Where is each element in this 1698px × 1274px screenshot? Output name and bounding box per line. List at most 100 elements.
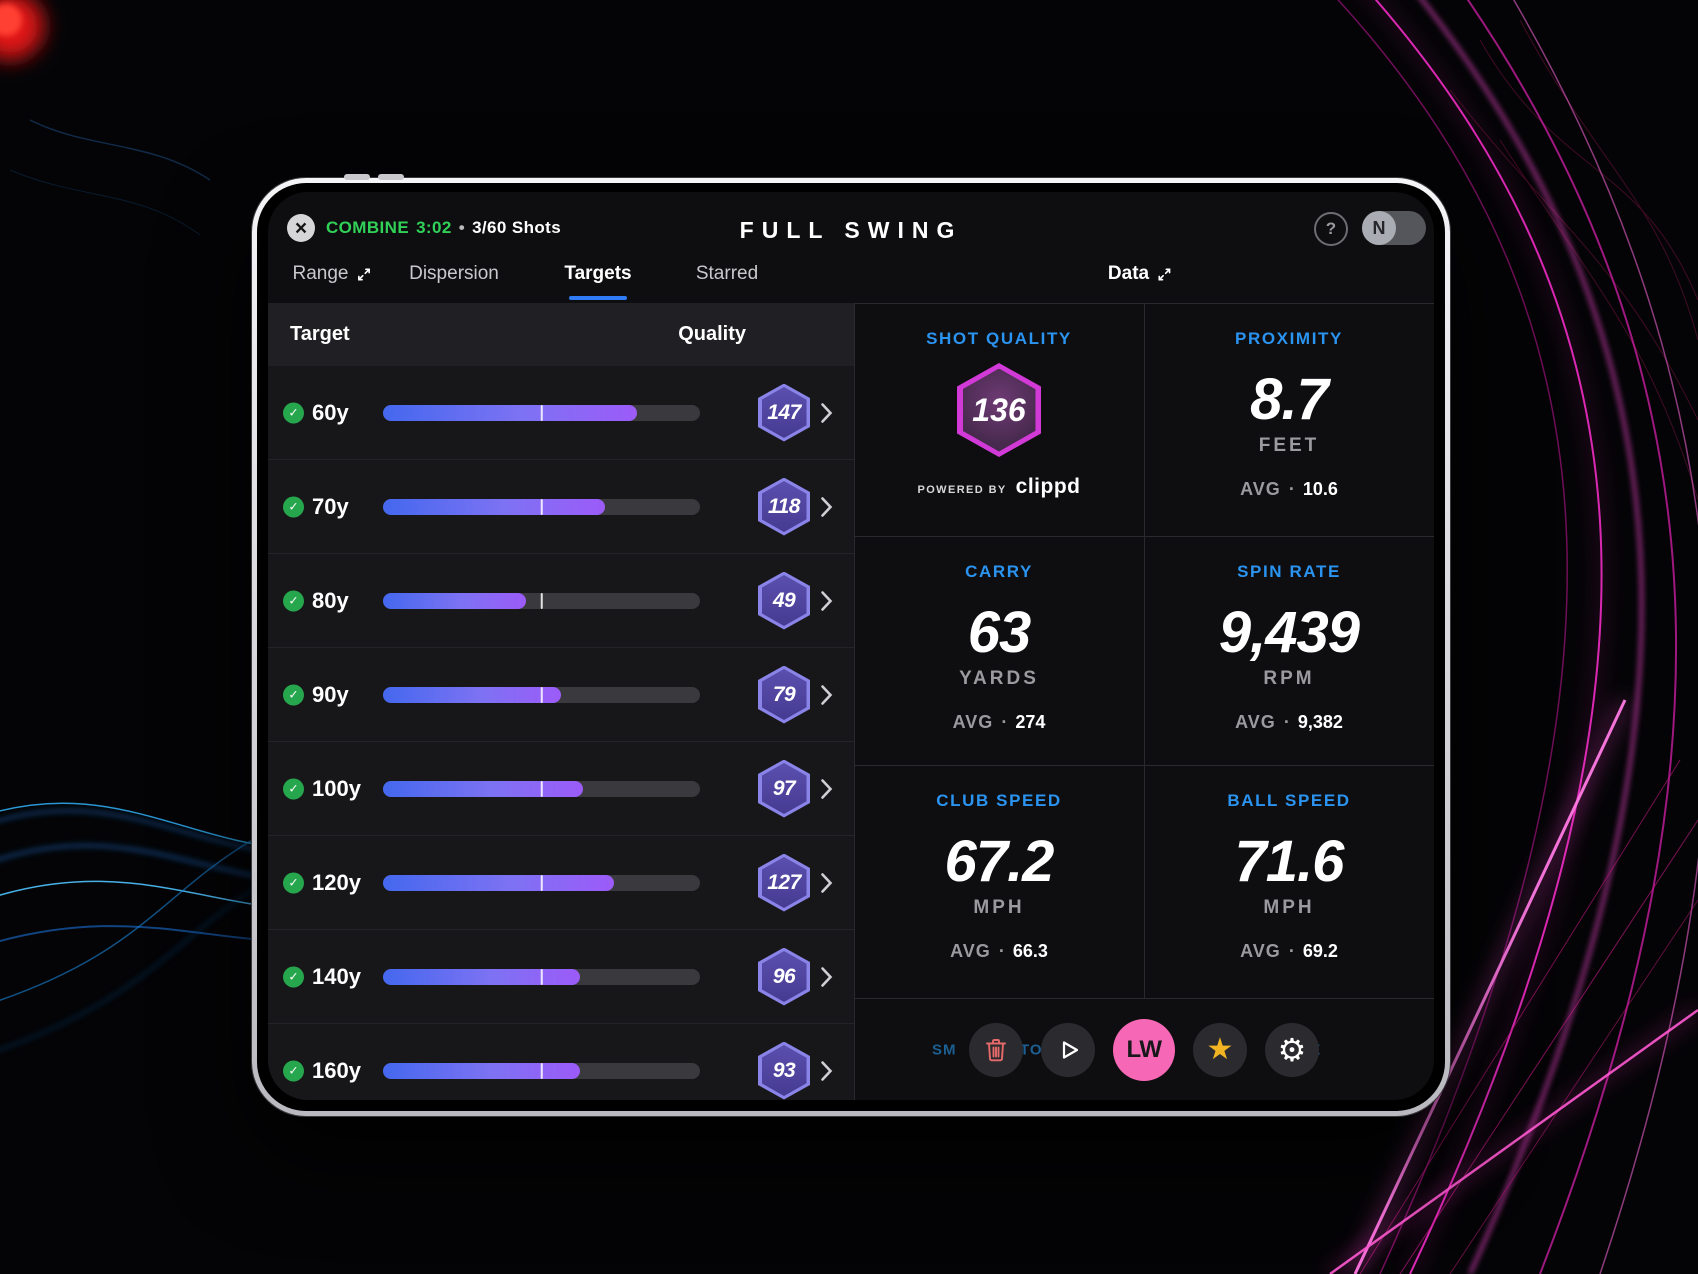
tile-value: 67.2: [944, 829, 1055, 894]
session-timer: 3:02: [416, 218, 452, 237]
gear-icon: ⚙: [1277, 1031, 1307, 1068]
quality-badge: 97: [758, 759, 810, 818]
tile-label: SPIN RATE: [1237, 562, 1341, 581]
expand-icon: [358, 268, 370, 280]
action-bar: SM TO U LE LW: [854, 998, 1434, 1100]
stat-tile-carry: CARRY 63 YARDS AVG · 274: [854, 536, 1144, 765]
quality-badge: 118: [758, 477, 810, 536]
check-icon: ✓: [283, 684, 304, 705]
check-icon: ✓: [283, 966, 304, 987]
top-bar: × COMBINE 3:02 • 3/60 Shots FULL SWING ?…: [268, 192, 1434, 250]
replay-button[interactable]: [1041, 1022, 1095, 1077]
quality-progress-bar: [383, 780, 700, 797]
quality-badge: 147: [758, 383, 810, 442]
tile-value: 8.7: [1250, 367, 1329, 432]
stat-tile-shot-quality: SHOT QUALITY 136 POWERED BY clippd: [854, 303, 1144, 536]
settings-button[interactable]: ⚙: [1265, 1022, 1319, 1077]
tile-average: AVG · 9,382: [1235, 712, 1343, 732]
table-row[interactable]: ✓ 120y 127: [268, 836, 854, 930]
chevron-right-icon[interactable]: [820, 778, 833, 800]
bar-midpoint-tick: [540, 686, 543, 703]
quality-badge: 93: [758, 1041, 810, 1100]
quality-progress-bar: [383, 1062, 700, 1079]
check-icon: ✓: [283, 1060, 304, 1081]
grid-divider-vertical: [1144, 303, 1145, 998]
table-header: Target Quality: [268, 303, 854, 366]
table-row[interactable]: ✓ 70y 118: [268, 460, 854, 554]
target-distance-label: 90y: [312, 681, 349, 707]
bar-midpoint-tick: [540, 404, 543, 421]
bar-midpoint-tick: [540, 968, 543, 985]
table-row[interactable]: ✓ 90y 79: [268, 648, 854, 742]
quality-badge: 49: [758, 571, 810, 630]
club-selector-button[interactable]: LW: [1113, 1018, 1175, 1081]
target-distance-label: 100y: [312, 775, 361, 801]
bar-midpoint-tick: [540, 498, 543, 515]
tile-unit: YARDS: [959, 668, 1039, 689]
bar-midpoint-tick: [540, 592, 543, 609]
quality-badge: 96: [758, 947, 810, 1006]
targets-panel: Target Quality ✓ 60y 147 ✓ 70y: [268, 303, 854, 1100]
avatar-initial: N: [1362, 211, 1396, 245]
chevron-right-icon[interactable]: [820, 402, 833, 424]
avatar[interactable]: N: [1362, 211, 1426, 245]
chevron-right-icon[interactable]: [820, 684, 833, 706]
trash-icon: [986, 1038, 1006, 1061]
tablet-screen: × COMBINE 3:02 • 3/60 Shots FULL SWING ?…: [257, 183, 1445, 1111]
target-distance-label: 160y: [312, 1057, 361, 1083]
check-icon: ✓: [283, 402, 304, 423]
chevron-right-icon[interactable]: [820, 496, 833, 518]
tile-label: CLUB SPEED: [936, 791, 1062, 810]
full-swing-logo: FULL SWING: [739, 217, 963, 243]
stat-tile-spin-rate: SPIN RATE 9,439 RPM AVG · 9,382: [1144, 536, 1434, 765]
quality-badge: 127: [758, 853, 810, 912]
table-row[interactable]: ✓ 80y 49: [268, 554, 854, 648]
data-panel-toggle[interactable]: Data: [1108, 263, 1172, 285]
table-row[interactable]: ✓ 100y 97: [268, 742, 854, 836]
target-distance-label: 60y: [312, 399, 349, 425]
combine-label: COMBINE: [326, 218, 410, 237]
bar-midpoint-tick: [540, 1062, 543, 1079]
tile-label: BALL SPEED: [1227, 791, 1351, 810]
grid-divider-horizontal: [854, 536, 1434, 537]
quality-progress-bar: [383, 874, 700, 891]
shot-quality-badge: 136: [957, 363, 1041, 457]
close-icon[interactable]: ×: [287, 214, 315, 242]
shot-counter: 3/60 Shots: [472, 218, 562, 237]
club-label: LW: [1126, 1035, 1163, 1063]
stat-tile-proximity: PROXIMITY 8.7 FEET AVG · 10.6: [1144, 303, 1434, 536]
target-distance-label: 140y: [312, 963, 361, 989]
quality-progress-bar: [383, 686, 700, 703]
tile-average: AVG · 66.3: [950, 941, 1048, 961]
target-distance-label: 80y: [312, 587, 349, 613]
expand-icon: [1158, 268, 1171, 280]
tile-value: 63: [967, 600, 1032, 665]
tile-unit: MPH: [1263, 897, 1315, 918]
frame-button-right: [378, 174, 404, 180]
check-icon: ✓: [283, 590, 304, 611]
chevron-right-icon[interactable]: [820, 1060, 833, 1082]
powered-by: POWERED BY clippd: [917, 475, 1081, 498]
grid-divider-horizontal: [854, 765, 1434, 766]
tab-targets[interactable]: Targets: [564, 263, 632, 284]
help-icon[interactable]: ?: [1314, 212, 1348, 246]
tab-range[interactable]: Range: [293, 263, 372, 285]
col-target: Target: [290, 323, 350, 345]
separator-dot: •: [458, 218, 466, 237]
tile-label: PROXIMITY: [1235, 329, 1343, 348]
quality-progress-bar: [383, 498, 700, 515]
chevron-right-icon[interactable]: [820, 590, 833, 612]
col-quality: Quality: [678, 323, 746, 345]
target-rows: ✓ 60y 147 ✓ 70y 118 ✓: [268, 366, 854, 1100]
chevron-right-icon[interactable]: [820, 872, 833, 894]
table-row[interactable]: ✓ 60y 147: [268, 366, 854, 460]
bar-midpoint-tick: [540, 874, 543, 891]
tab-starred[interactable]: Starred: [695, 263, 759, 284]
table-row[interactable]: ✓ 140y 96: [268, 930, 854, 1024]
quality-progress-bar: [383, 592, 700, 609]
delete-shot-button[interactable]: [969, 1022, 1023, 1077]
tab-dispersion[interactable]: Dispersion: [409, 263, 499, 284]
favorite-button[interactable]: ★: [1193, 1022, 1247, 1077]
chevron-right-icon[interactable]: [820, 966, 833, 988]
table-row[interactable]: ✓ 160y 93: [268, 1024, 854, 1100]
